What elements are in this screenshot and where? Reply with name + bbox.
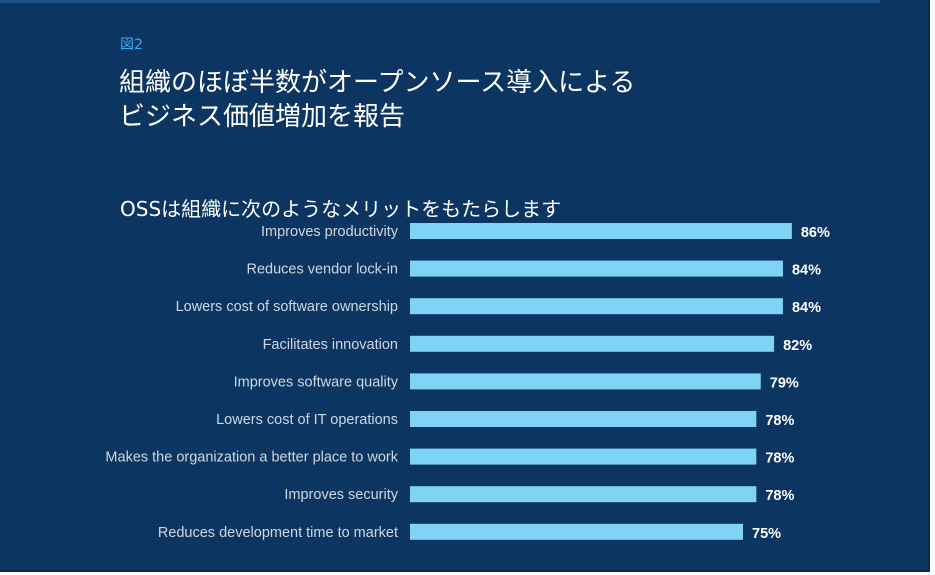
bar [410, 373, 761, 390]
value-label: 84% [792, 263, 821, 279]
bar-row: Facilitates innovation 82% [263, 335, 812, 354]
value-label: 82% [783, 338, 812, 354]
bar [410, 486, 757, 503]
figure-label: 図2 [120, 37, 143, 53]
bar [410, 223, 792, 239]
value-label: 79% [770, 375, 799, 391]
value-label: 75% [752, 526, 781, 542]
bar [410, 260, 783, 277]
title-line-1: 組織のほぼ半数がオープンソース導入による [119, 68, 636, 98]
bar [410, 335, 775, 352]
value-label: 78% [765, 451, 794, 467]
category-label: Improves security [284, 487, 398, 503]
category-label: Lowers cost of IT operations [216, 412, 398, 428]
title-line-2: ビジネス価値増加を報告 [119, 102, 406, 132]
category-label: Makes the organization a better place to… [105, 450, 398, 466]
category-label: Improves productivity [261, 224, 399, 240]
bar [410, 523, 743, 540]
category-label: Facilitates innovation [263, 337, 398, 353]
bar-row: Lowers cost of IT operations 78% [216, 411, 794, 429]
category-label: Lowers cost of software ownership [176, 299, 398, 315]
top-accent-line [0, 0, 880, 3]
page-title: 組織のほぼ半数がオープンソース導入による ビジネス価値増加を報告 [119, 66, 819, 134]
bar [410, 411, 757, 427]
bar-row: Makes the organization a better place to… [105, 448, 794, 467]
bar-row: Reduces vendor lock-in 84% [246, 260, 821, 279]
value-label: 84% [792, 300, 821, 316]
bar-row: Improves security 78% [284, 486, 794, 504]
value-label: 86% [801, 225, 830, 241]
category-label: Improves software quality [234, 374, 399, 390]
category-label: Reduces vendor lock-in [246, 262, 398, 278]
bar-row: Reduces development time to market 75% [158, 523, 781, 542]
bar [410, 448, 757, 465]
bar-row: Improves productivity 86% [261, 223, 830, 241]
bar [410, 298, 783, 315]
chart-subtitle: OSSは組織に次のようなメリットをもたらします [120, 197, 562, 221]
bar-row: Improves software quality 79% [234, 373, 799, 391]
value-label: 78% [765, 488, 794, 504]
value-label: 78% [765, 413, 794, 429]
bar-row: Lowers cost of software ownership 84% [176, 298, 821, 316]
category-label: Reduces development time to market [158, 525, 398, 541]
